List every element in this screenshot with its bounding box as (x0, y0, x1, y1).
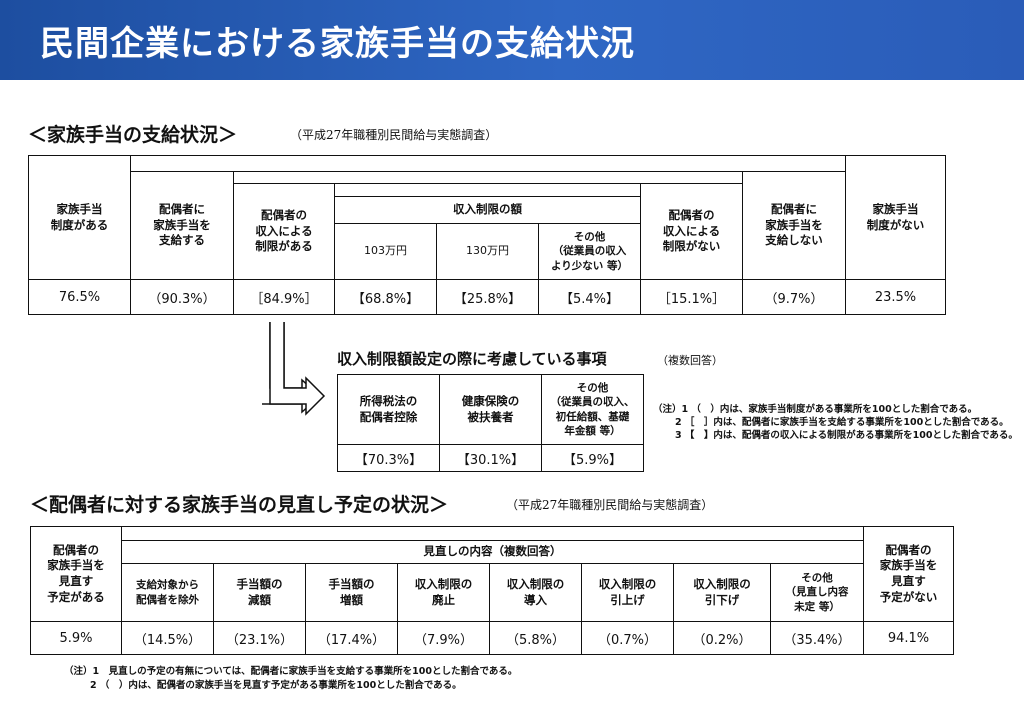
review-header-reduce: 手当額の 減額 (213, 563, 306, 622)
header-income-limit-no: 配偶者の 収入による 制限がない (640, 183, 743, 280)
review-header-other: その他 （見直し内容 未定 等） (770, 563, 864, 622)
value-no-allowance: 23.5% (845, 279, 946, 315)
review-header-not-planned: 配偶者の 家族手当を 見直す 予定がない (863, 526, 954, 622)
section1-title: ＜家族手当の支給状況＞ (28, 124, 238, 146)
section2-title: ＜配偶者に対する家族手当の見直し予定の状況＞ (30, 494, 449, 516)
review-header-planned: 配偶者の 家族手当を 見直す 予定がある (30, 526, 122, 622)
consider-value-tax: 【70.3%】 (337, 444, 440, 472)
consider-header-other: その他 （従業員の収入、 初任給額、基礎 年金額 等） (541, 374, 644, 445)
review-value-reduce: （23.1%） (213, 621, 306, 655)
review-value-exclude: （14.5%） (121, 621, 214, 655)
page-title: 民間企業における家族手当の支給状況 (40, 24, 635, 64)
header-limit-130: 130万円 (436, 223, 539, 280)
value-limit-other: 【5.4%】 (538, 279, 641, 315)
header-limit-other: その他 （従業員の収入 より少ない 等） (538, 223, 641, 280)
value-income-limit-yes: ［84.9%］ (233, 279, 335, 315)
review-value-lower: （0.2%） (673, 621, 771, 655)
title-banner: 民間企業における家族手当の支給状況 (0, 0, 1024, 80)
consider-header-insurance: 健康保険の 被扶養者 (439, 374, 542, 445)
review-header-content: 見直しの内容（複数回答） (121, 540, 864, 564)
consider-value-insurance: 【30.1%】 (439, 444, 542, 472)
header-no-allowance: 家族手当 制度がない (845, 155, 946, 280)
header-has-allowance: 家族手当 制度がある (28, 155, 131, 280)
value-has-allowance: 76.5% (28, 279, 131, 315)
review-header-exclude: 支給対象から 配偶者を除外 (121, 563, 214, 622)
note2-line1: （注）1 見直しの予定の有無については、配偶者に家族手当を支給する事業所を100… (64, 666, 518, 677)
review-header-lower: 収入制限の 引下げ (673, 563, 771, 622)
value-no-spouse-pay: （9.7%） (742, 279, 846, 315)
consider-header-tax: 所得税法の 配偶者控除 (337, 374, 440, 445)
review-header-introduce: 収入制限の 導入 (489, 563, 582, 622)
review-frame-top-line (121, 526, 954, 527)
review-value-planned: 5.9% (30, 621, 122, 655)
review-header-abolish: 収入制限の 廃止 (397, 563, 490, 622)
review-value-other: （35.4%） (770, 621, 864, 655)
section2-source: （平成27年職種別民間給与実態調査） (506, 498, 714, 512)
review-value-increase: （17.4%） (305, 621, 398, 655)
review-value-introduce: （5.8%） (489, 621, 582, 655)
review-value-raise: （0.7%） (581, 621, 674, 655)
header-income-limit-yes: 配偶者の 収入による 制限がある (233, 183, 335, 280)
review-header-increase: 手当額の 増額 (305, 563, 398, 622)
header-no-spouse-pay: 配偶者に 家族手当を 支給しない (742, 171, 846, 280)
review-value-abolish: （7.9%） (397, 621, 490, 655)
header-limit-amount: 収入制限の額 (334, 196, 641, 224)
review-header-raise: 収入制限の 引上げ (581, 563, 674, 622)
value-pays-spouse: （90.3%） (130, 279, 234, 315)
value-income-limit-no: ［15.1%］ (640, 279, 743, 315)
note1-line1: （注）1 （ ）内は、家族手当制度がある事業所を100とした割合である。 (653, 404, 978, 415)
header-pays-spouse: 配偶者に 家族手当を 支給する (130, 171, 234, 280)
consider-value-other: 【5.9%】 (541, 444, 644, 472)
review-value-not-planned: 94.1% (863, 621, 954, 655)
header-limit-103: 103万円 (334, 223, 437, 280)
considerations-note: （複数回答） (657, 354, 723, 367)
arrow-outline-icon (269, 322, 326, 416)
frame-level3-line (233, 183, 741, 184)
note1-line2: 2 ［ ］内は、配偶者に家族手当を支給する事業所を100とした割合である。 (675, 417, 1009, 428)
frame-level2-line (130, 171, 843, 172)
note1-line3: 3 【 】内は、配偶者の収入による制限がある事業所を100とした割合である。 (675, 430, 1018, 441)
considerations-title: 収入制限額設定の際に考慮している事項 (337, 350, 607, 368)
note2-line2: 2 （ ）内は、配偶者の家族手当を見直す予定がある事業所を100とした割合である… (90, 680, 462, 691)
section1-source: （平成27年職種別民間給与実態調査） (290, 128, 498, 142)
value-limit-130: 【25.8%】 (436, 279, 539, 315)
value-limit-103: 【68.8%】 (334, 279, 437, 315)
frame-top-line (28, 155, 946, 156)
